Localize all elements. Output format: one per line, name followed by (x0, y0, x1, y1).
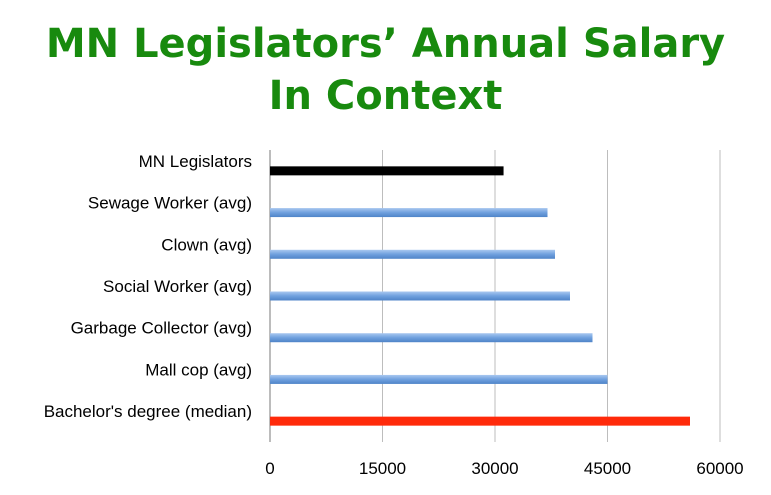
category-labels: MN Legislators Sewage Worker (avg) Clown (… (44, 152, 252, 421)
x-tick-label: 45000 (584, 459, 631, 478)
category-label: MN Legislators (139, 152, 252, 171)
category-label: Clown (avg) (161, 235, 252, 254)
category-label: Sewage Worker (avg) (88, 194, 252, 213)
category-label: Mall cop (avg) (145, 360, 252, 379)
category-label: Social Worker (avg) (103, 277, 252, 296)
bar (270, 416, 690, 426)
category-label: Bachelor's degree (median) (44, 402, 252, 421)
x-tick-label: 15000 (359, 459, 406, 478)
x-tick-label: 60000 (696, 459, 743, 478)
x-tick-label: 0 (265, 459, 274, 478)
bar (270, 166, 504, 176)
bar (270, 374, 608, 384)
bar (270, 249, 555, 259)
bar (270, 333, 593, 343)
x-tick-labels: 0 15000 30000 45000 60000 (265, 459, 743, 478)
bar (270, 291, 570, 301)
x-tick-label: 30000 (471, 459, 518, 478)
bar (270, 208, 548, 218)
chart-title-line-2: In Context (268, 73, 503, 119)
chart-title: MN Legislators’ Annual Salary In Context (0, 18, 771, 122)
chart-title-line-1: MN Legislators’ Annual Salary (45, 21, 726, 67)
bars (270, 166, 690, 426)
category-label: Garbage Collector (avg) (71, 319, 252, 338)
